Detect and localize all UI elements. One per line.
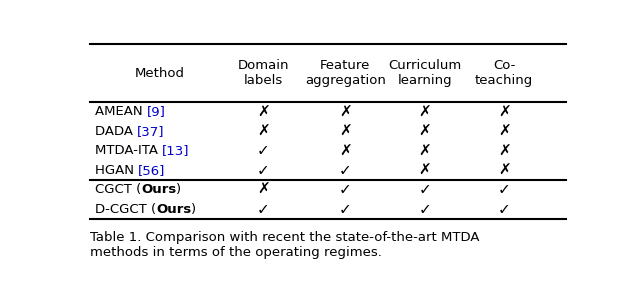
Text: ✓: ✓ [257,163,270,178]
Text: Co-
teaching: Co- teaching [475,59,533,87]
Text: Curriculum
learning: Curriculum learning [388,59,461,87]
Text: ✗: ✗ [419,163,431,178]
Text: CGCT (: CGCT ( [95,183,141,196]
Text: ✓: ✓ [339,202,352,217]
Text: MTDA-ITA: MTDA-ITA [95,144,162,157]
Text: ✗: ✗ [498,104,511,119]
Text: Method: Method [134,67,184,79]
Text: ✗: ✗ [339,143,352,158]
Text: ✗: ✗ [498,124,511,139]
Text: ): ) [191,203,196,216]
Text: ✗: ✗ [419,143,431,158]
Text: ✓: ✓ [339,182,352,197]
Text: ✗: ✗ [339,124,352,139]
Text: [56]: [56] [138,164,166,177]
Text: ✗: ✗ [419,104,431,119]
Text: ✗: ✗ [257,104,270,119]
Text: ✓: ✓ [419,202,431,217]
Text: Ours: Ours [156,203,191,216]
Text: ✓: ✓ [498,202,511,217]
Text: [9]: [9] [147,105,166,118]
Text: ✓: ✓ [339,163,352,178]
Text: ✓: ✓ [257,143,270,158]
Text: ✗: ✗ [419,124,431,139]
Text: Feature
aggregation: Feature aggregation [305,59,386,87]
Text: Table 1. Comparison with recent the state-of-the-art MTDA
methods in terms of th: Table 1. Comparison with recent the stat… [90,231,479,260]
Text: ✗: ✗ [498,163,511,178]
Text: Ours: Ours [141,183,177,196]
Text: [13]: [13] [162,144,189,157]
Text: Domain
labels: Domain labels [238,59,289,87]
Text: ✓: ✓ [498,182,511,197]
Text: ): ) [177,183,182,196]
Text: DADA: DADA [95,125,137,138]
Text: ✗: ✗ [257,182,270,197]
Text: ✗: ✗ [257,124,270,139]
Text: ✗: ✗ [339,104,352,119]
Text: ✓: ✓ [419,182,431,197]
Text: HGAN: HGAN [95,164,138,177]
Text: ✓: ✓ [257,202,270,217]
Text: AMEAN: AMEAN [95,105,147,118]
Text: ✗: ✗ [498,143,511,158]
Text: D-CGCT (: D-CGCT ( [95,203,156,216]
Text: [37]: [37] [137,125,164,138]
